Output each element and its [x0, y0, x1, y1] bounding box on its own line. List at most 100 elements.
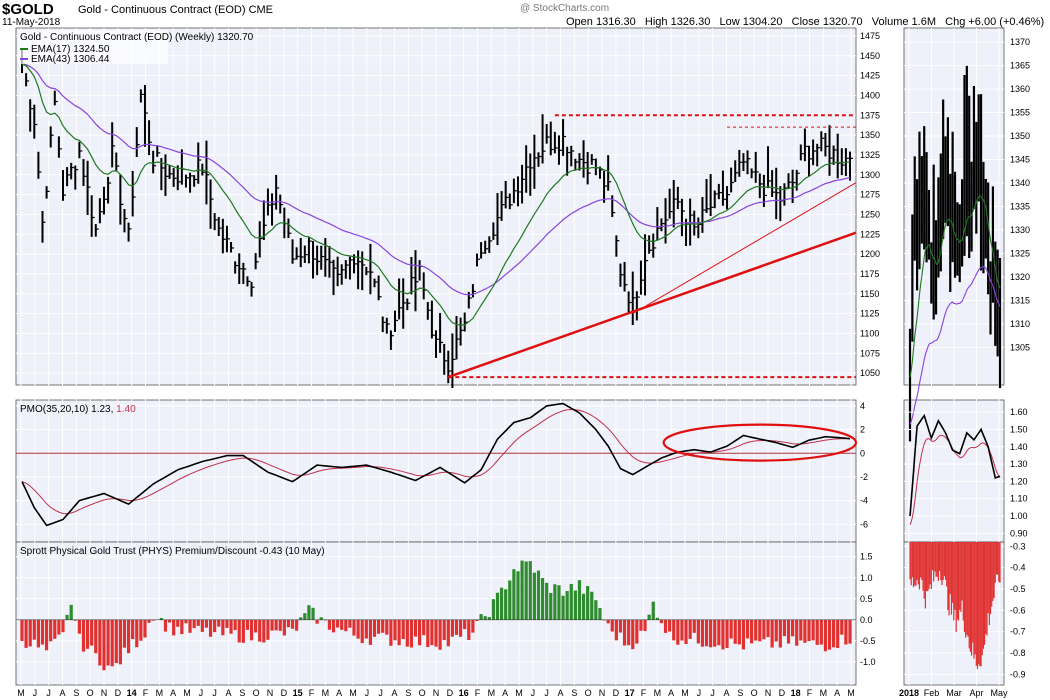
premium-bar — [737, 619, 741, 645]
daily-premium-bar — [979, 542, 981, 667]
premium-bar — [418, 619, 422, 646]
pmo-y-tick: 0 — [860, 448, 865, 458]
premium-bar — [348, 619, 352, 628]
daily-premium-bar — [998, 542, 1000, 582]
daily-ema17-line — [909, 194, 1001, 378]
daily-premium-bar — [918, 542, 921, 590]
daily-premium-bar — [924, 542, 926, 609]
price-y-tick: 1250 — [860, 209, 880, 219]
daily-premium-bar — [989, 542, 992, 615]
premium-bar — [549, 592, 553, 620]
price-y-tick: 1450 — [860, 51, 880, 61]
premium-bar — [122, 619, 127, 648]
premium-bar — [217, 619, 221, 627]
daily-premium-bar — [917, 542, 919, 585]
daily-x-tick-label: Mar — [946, 688, 962, 698]
premium-bar — [413, 619, 418, 637]
premium-bar — [208, 619, 213, 637]
daily-price-y-tick: 1355 — [1010, 108, 1030, 118]
premium-bar — [393, 619, 397, 641]
daily-pmo-y-tick: 1.30 — [1010, 459, 1028, 469]
x-tick-label: D — [779, 688, 786, 698]
premium-bar — [512, 569, 516, 620]
premium-bar — [540, 578, 545, 620]
premium-bar — [823, 619, 828, 652]
premium-bar — [90, 619, 94, 646]
premium-bar — [336, 619, 340, 628]
daily-ema43-line — [909, 265, 1001, 425]
premium-bar — [791, 619, 795, 637]
premium-bar — [409, 619, 414, 648]
premium-bar — [491, 599, 495, 620]
premium-bar — [229, 619, 233, 634]
premium-bar — [778, 619, 782, 648]
premium-bar — [577, 580, 582, 620]
x-tick-label: S — [571, 688, 577, 698]
daily-premium-bar — [976, 542, 979, 669]
daily-premium-bar — [942, 542, 944, 581]
daily-premium-bar — [972, 542, 974, 643]
daily-x-tick-label: Feb — [924, 688, 940, 698]
x-tick-label: O — [585, 688, 592, 698]
daily-premium-bar — [943, 542, 945, 577]
daily-premium-bar — [946, 542, 948, 587]
premium-bar — [639, 619, 643, 631]
daily-premium-y-tick: -0.6 — [1010, 605, 1026, 615]
daily-premium-bar — [975, 542, 977, 666]
pmo-y-tick: -2 — [860, 472, 868, 482]
daily-premium-bar — [953, 542, 955, 621]
premium-bar — [782, 619, 787, 637]
daily-premium-bar — [968, 542, 970, 649]
daily-premium-bar — [970, 542, 973, 656]
premium-bar — [258, 619, 262, 642]
x-tick-label: J — [212, 688, 217, 698]
premium-bar — [303, 613, 307, 620]
premium-bar — [745, 619, 750, 639]
daily-premium-bar — [992, 542, 994, 601]
premium-bar — [245, 619, 250, 630]
premium-bar — [479, 614, 483, 620]
daily-premium-bar — [949, 542, 951, 595]
price-y-tick: 1225 — [860, 229, 880, 239]
daily-premium-y-tick: -0.3 — [1010, 541, 1026, 551]
premium-bar — [717, 619, 721, 646]
premium-bar — [20, 619, 24, 641]
premium-bar — [163, 619, 168, 632]
price-y-tick: 1300 — [860, 170, 880, 180]
price-y-tick: 1350 — [860, 130, 880, 140]
premium-bar — [676, 619, 680, 645]
daily-price-y-tick: 1350 — [1010, 131, 1030, 141]
x-tick-label: 17 — [625, 688, 635, 698]
premium-bar — [262, 619, 266, 643]
premium-bar — [774, 619, 778, 642]
daily-premium-bar — [967, 542, 969, 637]
price-y-tick: 1125 — [860, 309, 879, 319]
premium-bar — [397, 619, 401, 646]
daily-x-tick-label: May — [990, 688, 1008, 698]
premium-bar — [733, 619, 737, 644]
daily-premium-bar — [974, 542, 976, 655]
premium-bar — [631, 619, 635, 650]
premium-bar — [483, 616, 487, 620]
x-tick-label: M — [17, 688, 25, 698]
daily-pmo-y-tick: 1.50 — [1010, 424, 1028, 434]
premium-bar — [237, 619, 241, 643]
premium-bar — [754, 619, 758, 641]
premium-bar — [672, 619, 676, 641]
daily-premium-bar — [982, 542, 985, 649]
daily-pmo-y-tick: 1.20 — [1010, 476, 1028, 486]
premium-bar — [684, 619, 688, 644]
premium-bar — [184, 619, 188, 624]
premium-bar — [381, 619, 385, 633]
premium-bar — [307, 605, 311, 620]
premium-bar — [32, 619, 36, 640]
x-tick-label: J — [365, 688, 370, 698]
premium-y-tick: 0.5 — [860, 594, 873, 604]
daily-premium-bar — [985, 542, 987, 634]
x-tick-label: A — [668, 688, 674, 698]
premium-bar — [323, 619, 327, 621]
premium-bar — [286, 619, 291, 628]
premium-bar — [159, 617, 163, 620]
daily-premium-bar — [910, 542, 912, 586]
